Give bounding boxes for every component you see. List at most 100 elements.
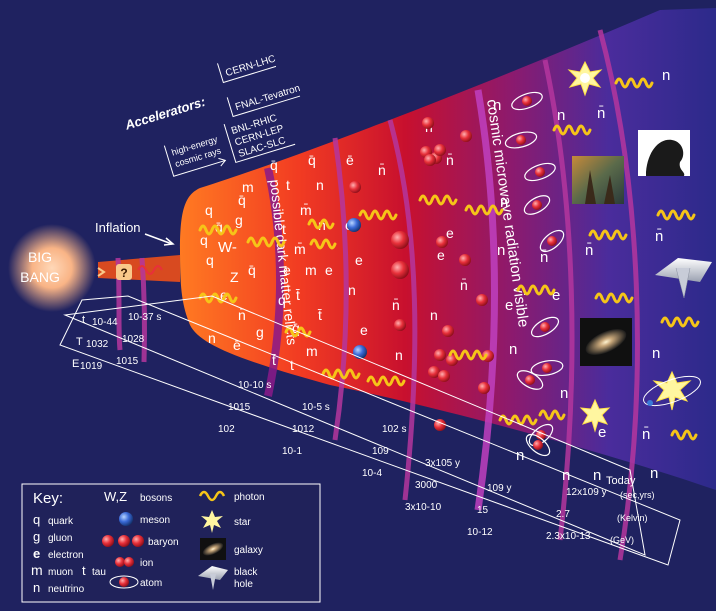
scale-col-7-energy: 10-12	[467, 527, 493, 538]
particle-e: e	[355, 252, 363, 268]
big-bang-label-1: BIG	[28, 249, 52, 265]
thinker-figure-icon	[646, 139, 685, 176]
bracket-cosmic	[163, 145, 226, 177]
particle-Wm: W-	[218, 239, 237, 256]
particle-q: q	[205, 202, 213, 218]
atom-icon	[530, 316, 560, 338]
question-box	[116, 264, 132, 280]
particle-nbar: n̄	[655, 228, 663, 245]
star-icon	[567, 60, 603, 97]
ion-icon	[436, 236, 448, 248]
particle-nbar: n̄	[585, 242, 593, 259]
particle-ebar: ē	[233, 337, 241, 353]
particle-Z: Z	[230, 269, 239, 285]
scale-col-3-time: 10-10 s	[238, 380, 271, 391]
key-quark-label: quark	[48, 516, 74, 527]
particle-m: m	[305, 262, 317, 278]
baryon-icon	[394, 319, 406, 331]
scale-panel-outline	[63, 295, 646, 556]
particle-nbar: n̄	[392, 297, 400, 313]
atom-icon	[511, 91, 543, 111]
scale-col-7-time: 109 y	[487, 483, 511, 494]
inflation-arrow	[144, 233, 173, 245]
ion-icon	[460, 130, 472, 142]
scale-col-8-temperature: 2.7	[556, 509, 570, 520]
key-photon-icon	[198, 490, 226, 502]
particle-nbar: n̄	[238, 307, 246, 323]
scale-col-3-temperature: 1015	[228, 402, 251, 413]
particle-g: g	[235, 212, 243, 228]
key-meson-label: meson	[140, 515, 170, 526]
particle-n: n	[395, 347, 403, 363]
particle-e: e	[505, 297, 513, 314]
nebula-image-icon	[572, 156, 624, 204]
particle-nbar: n̄	[378, 162, 386, 178]
particle-qbar: q̄	[215, 219, 223, 235]
photon-icon	[516, 284, 556, 296]
scale-col-4-energy: 10-1	[282, 446, 302, 457]
photon-icon	[309, 238, 337, 250]
photon-icon	[588, 229, 628, 241]
baryon-icon	[391, 261, 409, 279]
key-ion-icon-2	[124, 557, 134, 567]
baryon-icon	[349, 181, 361, 193]
particle-n: n	[557, 107, 565, 124]
particle-e: e	[598, 424, 606, 441]
photon-icon	[660, 316, 700, 328]
bracket-lhc	[217, 63, 277, 84]
scale-col-7-temperature: 15	[477, 505, 489, 516]
ion-icon	[428, 366, 440, 378]
particle-m: m	[306, 343, 318, 359]
scale-col-5-temperature: 109	[372, 446, 389, 457]
key-baryon-label: baryon	[148, 537, 179, 548]
scale-col-1-energy: 1019	[80, 361, 103, 372]
key-black-hole-label-1: black	[234, 567, 258, 578]
atom-icon	[524, 162, 556, 182]
particle-nbar: n̄	[460, 277, 468, 293]
photon-icon	[321, 368, 361, 380]
particle-tbar: t̄	[318, 307, 322, 323]
photon-icon	[670, 429, 698, 441]
big-bang-glow	[8, 224, 96, 312]
key-muon-label: muon	[48, 567, 73, 578]
key-star-label: star	[234, 517, 251, 528]
particle-n: n	[316, 177, 324, 193]
inflation-arrowhead-icon	[163, 237, 175, 246]
ion-icon	[434, 419, 446, 431]
particle-e: e	[325, 262, 333, 278]
atom-icon	[523, 195, 551, 215]
scale-col-5-time: 102 s	[382, 424, 406, 435]
key-neutrino-label: neutrino	[48, 584, 85, 595]
key-gluon-label: gluon	[48, 533, 72, 544]
scale-col-2-temperature: 1028	[122, 334, 145, 345]
atom-icon	[539, 229, 565, 253]
key-neutrino-symbol: n	[33, 580, 40, 595]
photon-icon	[198, 224, 238, 236]
particle-n: n	[430, 307, 438, 323]
question-mark: ?	[120, 266, 127, 280]
scale-col-1-temperature: 1032	[86, 339, 109, 350]
band-cmb	[474, 89, 498, 511]
scale-row-t-label: t	[82, 314, 85, 326]
meson-icon	[347, 218, 361, 232]
atom-icon	[516, 370, 544, 390]
particle-n: n	[652, 345, 660, 362]
particle-n: n	[208, 330, 216, 346]
particle-q: q	[200, 232, 208, 248]
scale-today-label: Today	[606, 475, 636, 487]
key-black-hole-label-2: hole	[234, 579, 253, 590]
particle-nbar: n̄	[446, 152, 454, 168]
scale-col-4-time: 10-5 s	[302, 402, 330, 413]
particle-n: n	[509, 341, 517, 358]
band-3	[332, 137, 349, 441]
particle-t: t	[290, 357, 294, 373]
particle-e: e	[446, 225, 454, 241]
key-baryon-icon-1	[102, 535, 114, 547]
particle-n: n	[497, 242, 505, 259]
particle-e: e	[437, 247, 445, 263]
meson-icon	[353, 345, 367, 359]
scale-col-8-time: 12x109 y	[566, 487, 607, 498]
band-5	[542, 59, 575, 541]
photon-icon	[464, 204, 504, 216]
